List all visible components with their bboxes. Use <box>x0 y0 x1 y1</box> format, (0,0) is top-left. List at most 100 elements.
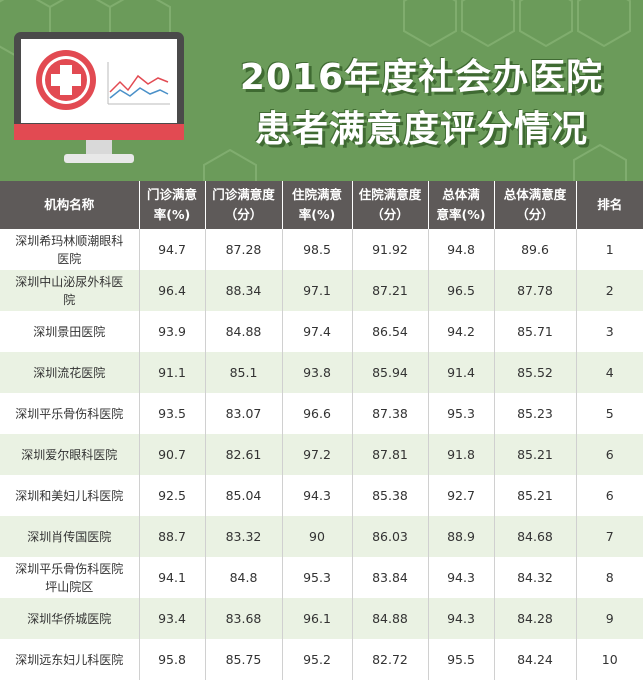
value-cell: 88.7 <box>139 516 206 557</box>
value-cell: 95.2 <box>282 639 353 680</box>
value-cell: 91.8 <box>428 434 495 475</box>
hospital-name-text: 深圳景田医院 <box>33 324 106 339</box>
value-cell: 96.4 <box>139 270 206 311</box>
hospital-name-text: 院 <box>63 292 76 307</box>
value-cell: 87.38 <box>352 393 429 434</box>
value-cell: 85.94 <box>352 352 429 393</box>
value-cell: 84.88 <box>205 311 283 352</box>
value-cell: 96.1 <box>282 598 353 639</box>
value-cell: 93.4 <box>139 598 206 639</box>
column-header: 机构名称 <box>0 181 140 229</box>
value-cell: 92.7 <box>428 475 495 516</box>
column-header-text: 住院满意 <box>291 187 342 202</box>
value-cell: 94.3 <box>282 475 353 516</box>
hospital-name-text: 深圳平乐骨伤科医院 <box>15 561 124 576</box>
value-cell: 96.5 <box>428 270 495 311</box>
value-cell: 82.61 <box>205 434 283 475</box>
value-cell: 97.1 <box>282 270 353 311</box>
value-cell: 85.21 <box>494 434 577 475</box>
hospital-name-text: 坪山院区 <box>45 579 94 594</box>
value-cell: 85.71 <box>494 311 577 352</box>
value-cell: 93.5 <box>139 393 206 434</box>
value-cell: 85.75 <box>205 639 283 680</box>
column-header: 总体满意度 （分） <box>494 181 577 229</box>
value-cell: 91.1 <box>139 352 206 393</box>
value-cell: 84.32 <box>494 557 577 598</box>
title-line-1: 2016年度社会办医院 <box>239 57 604 98</box>
value-cell: 87.21 <box>352 270 429 311</box>
column-header-text: 总体满 <box>442 187 480 202</box>
column-header-text: 率(%) <box>298 207 336 222</box>
value-cell: 84.28 <box>494 598 577 639</box>
table-row: 深圳希玛林顺潮眼科 医院 94.7 87.28 98.5 91.92 94.8 89.6 1 <box>0 229 643 270</box>
value-cell: 85.21 <box>494 475 577 516</box>
hospital-name-cell: 深圳肖传国医院 <box>0 516 140 557</box>
value-cell: 87.78 <box>494 270 577 311</box>
column-header-text: 机构名称 <box>44 197 95 212</box>
hospital-name-text: 深圳肖传国医院 <box>27 529 112 544</box>
value-cell: 84.68 <box>494 516 577 557</box>
hospital-name-text: 深圳平乐骨伤科医院 <box>15 406 124 421</box>
value-cell: 95.8 <box>139 639 206 680</box>
value-cell: 85.1 <box>205 352 283 393</box>
table-row: 深圳平乐骨伤科医院 坪山院区 94.1 84.8 95.3 83.84 94.3 84.32 8 <box>0 557 643 598</box>
value-cell: 89.6 <box>494 229 577 270</box>
column-header-text: 门诊满意度 <box>212 187 275 202</box>
value-cell: 93.8 <box>282 352 353 393</box>
rank-cell: 5 <box>576 393 643 434</box>
value-cell: 97.4 <box>282 311 353 352</box>
value-cell: 83.32 <box>205 516 283 557</box>
column-header: 门诊满意度 （分） <box>205 181 283 229</box>
column-header-text: 门诊满意 <box>146 187 197 202</box>
table-row: 深圳肖传国医院 88.7 83.32 90 86.03 88.9 84.68 7 <box>0 516 643 557</box>
value-cell: 82.72 <box>352 639 429 680</box>
hospital-name-cell: 深圳流花医院 <box>0 352 140 393</box>
value-cell: 91.4 <box>428 352 495 393</box>
hospital-name-text: 医院 <box>57 251 82 266</box>
value-cell: 94.8 <box>428 229 495 270</box>
column-header: 门诊满意 率(%) <box>139 181 206 229</box>
value-cell: 88.9 <box>428 516 495 557</box>
value-cell: 84.8 <box>205 557 283 598</box>
rank-cell: 9 <box>576 598 643 639</box>
column-header: 住院满意率(%) <box>282 181 353 229</box>
value-cell: 94.1 <box>139 557 206 598</box>
column-header-text: （分） <box>224 207 263 222</box>
value-cell: 83.07 <box>205 393 283 434</box>
column-header-text: 总体满意度 <box>503 187 567 202</box>
column-header-text: （分） <box>516 207 554 222</box>
value-cell: 86.54 <box>352 311 429 352</box>
value-cell: 94.3 <box>428 557 495 598</box>
monitor-illustration <box>14 32 184 163</box>
value-cell: 98.5 <box>282 229 353 270</box>
rank-cell: 4 <box>576 352 643 393</box>
value-cell: 85.04 <box>205 475 283 516</box>
value-cell: 94.3 <box>428 598 495 639</box>
value-cell: 90.7 <box>139 434 206 475</box>
column-header-text: 排名 <box>597 197 623 212</box>
value-cell: 92.5 <box>139 475 206 516</box>
hospital-name-cell: 深圳景田医院 <box>0 311 140 352</box>
value-cell: 86.03 <box>352 516 429 557</box>
rank-cell: 6 <box>576 475 643 516</box>
rank-cell: 2 <box>576 270 643 311</box>
rank-cell: 7 <box>576 516 643 557</box>
table-row: 深圳远东妇儿科医院 95.8 85.75 95.2 82.72 95.5 84.24 10 <box>0 639 643 680</box>
value-cell: 85.52 <box>494 352 577 393</box>
hospital-name-text: 深圳和美妇儿科医院 <box>15 488 124 503</box>
hospital-name-cell: 深圳中山泌尿外科医院 <box>0 270 140 311</box>
value-cell: 97.2 <box>282 434 353 475</box>
hospital-name-text: 深圳中山泌尿外科医 <box>15 274 124 289</box>
value-cell: 96.6 <box>282 393 353 434</box>
value-cell: 94.7 <box>139 229 206 270</box>
rank-cell: 8 <box>576 557 643 598</box>
table-row: 深圳中山泌尿外科医院 96.4 88.34 97.1 87.21 96.5 87.78 2 <box>0 270 643 311</box>
table-row: 深圳华侨城医院 93.4 83.68 96.1 84.88 94.3 84.28 9 <box>0 598 643 639</box>
table-row: 深圳平乐骨伤科医院 93.5 83.07 96.6 87.38 95.3 85.23 5 <box>0 393 643 434</box>
hospital-name-cell: 深圳希玛林顺潮眼科 医院 <box>0 229 140 270</box>
rank-cell: 3 <box>576 311 643 352</box>
hospital-name-cell: 深圳爱尔眼科医院 <box>0 434 140 475</box>
hospital-name-text: 深圳华侨城医院 <box>27 611 112 626</box>
column-header: 排名 <box>576 181 643 229</box>
hospital-name-cell: 深圳远东妇儿科医院 <box>0 639 140 680</box>
